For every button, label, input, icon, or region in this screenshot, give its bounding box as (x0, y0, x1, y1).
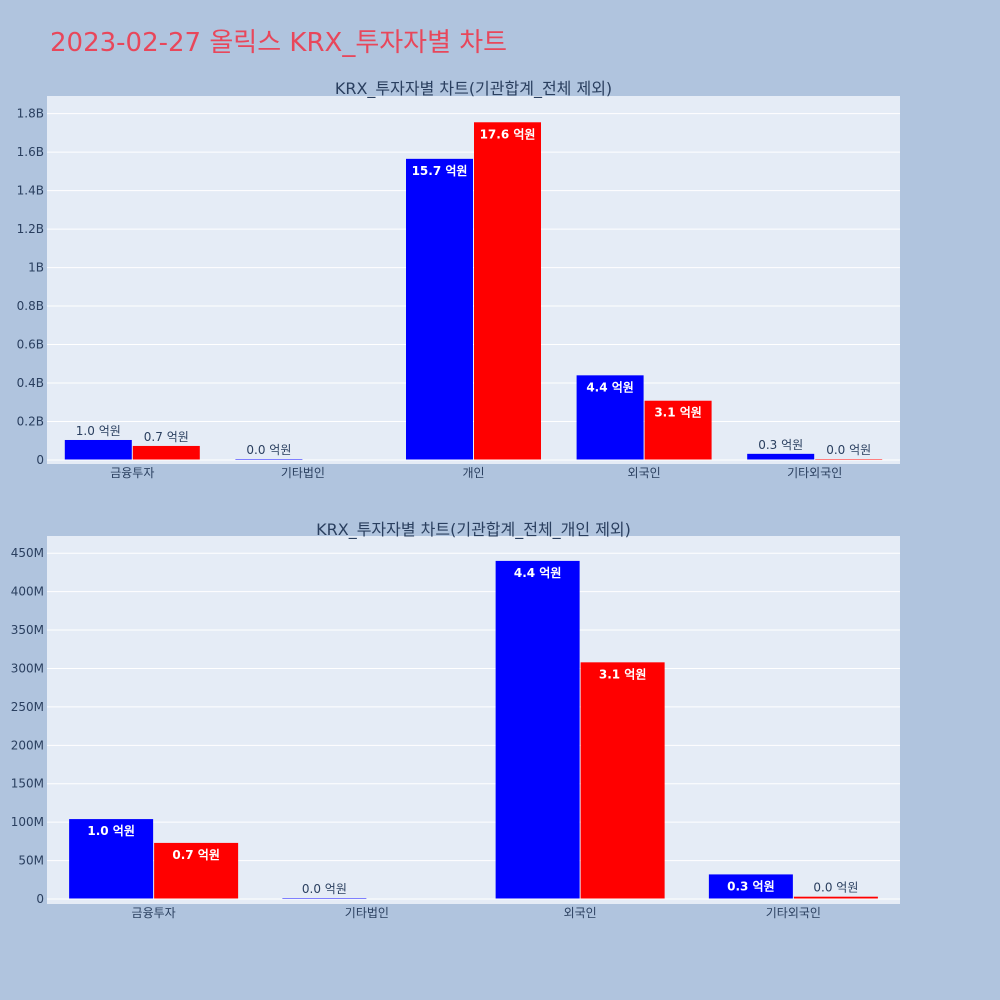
x-tick-label: 기타외국인 (766, 906, 821, 920)
data-label: 3.1 억원 (654, 406, 702, 420)
bar (69, 819, 154, 899)
plot-area (47, 96, 900, 464)
y-tick-label: 1.2B (17, 222, 44, 236)
bar (132, 445, 200, 460)
data-label: 1.0 억원 (87, 824, 135, 838)
data-label: 0.7 억원 (144, 430, 189, 444)
page-title: 2023-02-27 올릭스 KRX_투자자별 차트 (50, 28, 508, 58)
x-tick-label: 외국인 (628, 466, 661, 480)
bar (64, 439, 132, 460)
x-tick-label: 금융투자 (110, 466, 154, 480)
bar (154, 842, 239, 899)
data-label: 3.1 억원 (599, 667, 647, 681)
x-tick-label: 기타외국인 (787, 466, 842, 480)
y-tick-label: 0.6B (17, 338, 44, 352)
data-label: 4.4 억원 (514, 566, 562, 580)
bar (474, 122, 541, 461)
bar (406, 158, 473, 460)
plot-area (47, 536, 900, 904)
y-tick-label: 350M (11, 623, 44, 637)
chart-title: KRX_투자자별 차트(기관합계_전체 제외) (335, 79, 612, 99)
data-label: 1.0 억원 (76, 424, 121, 438)
data-label: 4.4 억원 (586, 380, 634, 394)
y-tick-label: 1.6B (17, 145, 44, 159)
y-tick-label: 1.8B (17, 107, 44, 121)
data-label: 15.7 억원 (412, 164, 468, 178)
bar (644, 400, 712, 460)
x-tick-label: 외국인 (564, 906, 597, 920)
y-tick-label: 0 (36, 453, 44, 467)
y-tick-label: 200M (11, 738, 44, 752)
data-label: 0.3 억원 (727, 879, 775, 893)
bar (580, 662, 665, 899)
data-label: 0.7 억원 (172, 848, 220, 862)
x-tick-label: 기타법인 (345, 906, 389, 920)
data-label: 0.3 억원 (758, 438, 803, 452)
x-tick-label: 금융투자 (132, 906, 176, 920)
bar (576, 375, 644, 460)
data-label: 0.0 억원 (813, 881, 858, 895)
y-tick-label: 0.8B (17, 299, 44, 313)
chart-title: KRX_투자자별 차트(기관합계_전체_개인 제외) (316, 520, 631, 540)
y-tick-label: 100M (11, 815, 44, 829)
y-tick-label: 1B (28, 261, 44, 275)
bar (793, 896, 878, 899)
y-tick-label: 1.4B (17, 184, 44, 198)
x-tick-label: 기타법인 (281, 466, 325, 480)
y-tick-label: 400M (11, 585, 44, 599)
bar (708, 874, 793, 899)
chart-investor-all: 0 0.2B 0.4B 0.6B 0.8B 1B 1.2B 1.4B 1.6B 1.8B KRX_투… (17, 79, 900, 480)
bar (747, 453, 815, 460)
y-tick-label: 150M (11, 777, 44, 791)
y-tick-label: 0 (36, 892, 44, 906)
bar (495, 560, 580, 899)
data-label: 0.0 억원 (302, 882, 347, 896)
y-tick-label: 50M (18, 854, 44, 868)
y-tick-label: 300M (11, 661, 44, 675)
data-label: 0.0 억원 (246, 443, 291, 457)
y-tick-label: 0.2B (17, 415, 44, 429)
data-label: 17.6 억원 (480, 127, 536, 141)
y-tick-label: 250M (11, 700, 44, 714)
x-tick-label: 개인 (462, 466, 484, 480)
data-label: 0.0 억원 (826, 443, 871, 457)
y-tick-label: 450M (11, 546, 44, 560)
y-tick-label: 0.4B (17, 376, 44, 390)
